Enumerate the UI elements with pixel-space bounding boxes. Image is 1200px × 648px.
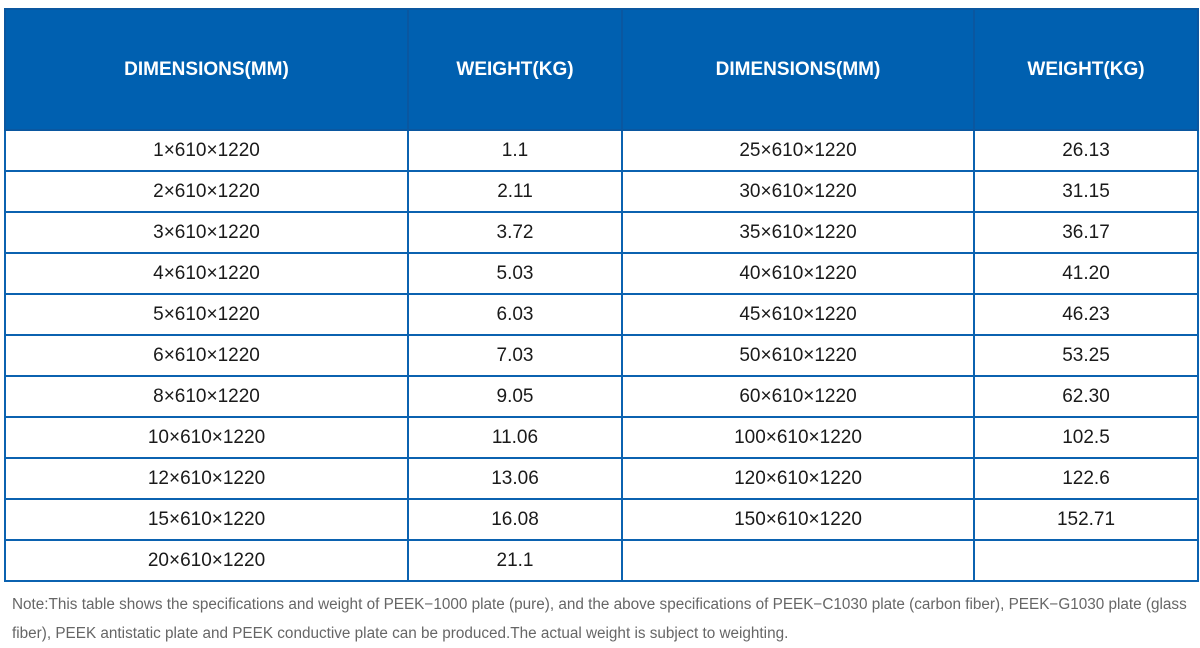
weight-cell: 6.03: [407, 293, 623, 336]
dimensions-cell: 50×610×1220: [621, 334, 975, 377]
weight-cell: 62.30: [973, 375, 1199, 418]
dimensions-cell: 30×610×1220: [621, 170, 975, 213]
weight-cell: 3.72: [407, 211, 623, 254]
weight-cell: 5.03: [407, 252, 623, 295]
dimensions-cell: 8×610×1220: [4, 375, 409, 418]
weight-cell: 21.1: [407, 539, 623, 582]
table-row: 2×610×1220 2.11 30×610×1220 31.15: [4, 170, 1199, 213]
dimensions-cell: 20×610×1220: [4, 539, 409, 582]
dimensions-cell: [621, 539, 975, 582]
table-row: 6×610×1220 7.03 50×610×1220 53.25: [4, 334, 1199, 377]
weight-cell: 9.05: [407, 375, 623, 418]
dimensions-cell: 60×610×1220: [621, 375, 975, 418]
header-weight-2: WEIGHT(KG): [973, 8, 1199, 131]
dimensions-cell: 3×610×1220: [4, 211, 409, 254]
dimensions-cell: 40×610×1220: [621, 252, 975, 295]
dimensions-cell: 100×610×1220: [621, 416, 975, 459]
weight-cell: 122.6: [973, 457, 1199, 500]
table-row: 1×610×1220 1.1 25×610×1220 26.13: [4, 129, 1199, 172]
table-row: 8×610×1220 9.05 60×610×1220 62.30: [4, 375, 1199, 418]
dimensions-cell: 6×610×1220: [4, 334, 409, 377]
dimensions-cell: 10×610×1220: [4, 416, 409, 459]
weight-cell: 11.06: [407, 416, 623, 459]
weight-cell: 26.13: [973, 129, 1199, 172]
dimensions-cell: 4×610×1220: [4, 252, 409, 295]
specification-table: DIMENSIONS(MM) WEIGHT(KG) DIMENSIONS(MM)…: [4, 8, 1199, 582]
weight-cell: 7.03: [407, 334, 623, 377]
weight-cell: 16.08: [407, 498, 623, 541]
weight-cell: 36.17: [973, 211, 1199, 254]
weight-cell: 152.71: [973, 498, 1199, 541]
table-row: 20×610×1220 21.1: [4, 539, 1199, 582]
table-row: 3×610×1220 3.72 35×610×1220 36.17: [4, 211, 1199, 254]
header-dimensions-2: DIMENSIONS(MM): [621, 8, 975, 131]
table-row: 15×610×1220 16.08 150×610×1220 152.71: [4, 498, 1199, 541]
weight-cell: 31.15: [973, 170, 1199, 213]
dimensions-cell: 120×610×1220: [621, 457, 975, 500]
header-dimensions-1: DIMENSIONS(MM): [4, 8, 409, 131]
weight-cell: 102.5: [973, 416, 1199, 459]
weight-cell: 53.25: [973, 334, 1199, 377]
weight-cell: [973, 539, 1199, 582]
weight-cell: 1.1: [407, 129, 623, 172]
dimensions-cell: 15×610×1220: [4, 498, 409, 541]
dimensions-cell: 2×610×1220: [4, 170, 409, 213]
weight-cell: 41.20: [973, 252, 1199, 295]
table-row: 4×610×1220 5.03 40×610×1220 41.20: [4, 252, 1199, 295]
dimensions-cell: 5×610×1220: [4, 293, 409, 336]
weight-cell: 2.11: [407, 170, 623, 213]
dimensions-cell: 45×610×1220: [621, 293, 975, 336]
weight-cell: 46.23: [973, 293, 1199, 336]
table-row: 10×610×1220 11.06 100×610×1220 102.5: [4, 416, 1199, 459]
dimensions-cell: 12×610×1220: [4, 457, 409, 500]
note-text: Note:This table shows the specifications…: [12, 596, 1187, 642]
weight-cell: 13.06: [407, 457, 623, 500]
header-row: DIMENSIONS(MM) WEIGHT(KG) DIMENSIONS(MM)…: [4, 8, 1199, 131]
table-row: 5×610×1220 6.03 45×610×1220 46.23: [4, 293, 1199, 336]
dimensions-cell: 25×610×1220: [621, 129, 975, 172]
table-row: 12×610×1220 13.06 120×610×1220 122.6: [4, 457, 1199, 500]
dimensions-cell: 1×610×1220: [4, 129, 409, 172]
header-weight-1: WEIGHT(KG): [407, 8, 623, 131]
dimensions-cell: 150×610×1220: [621, 498, 975, 541]
dimensions-cell: 35×610×1220: [621, 211, 975, 254]
